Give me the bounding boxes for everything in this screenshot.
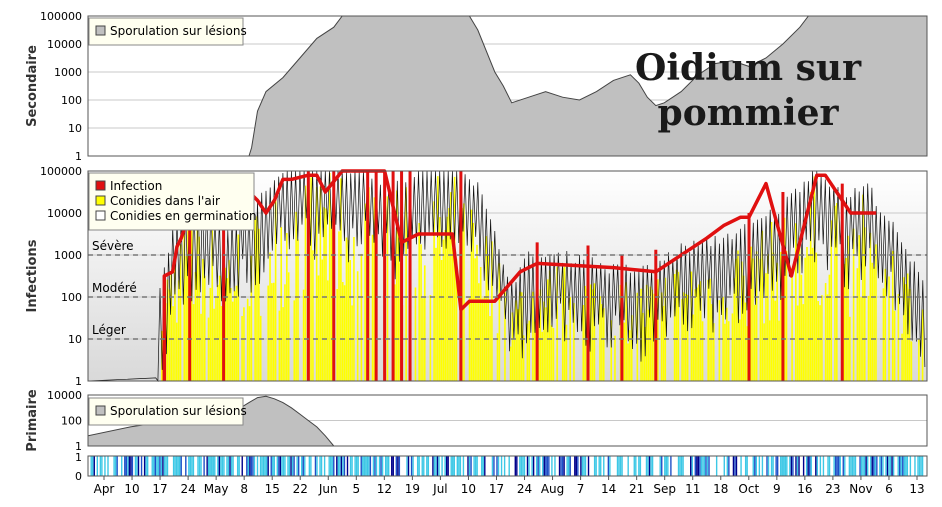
x-tick-label: Nov <box>849 482 872 496</box>
x-tick-label: 14 <box>601 482 616 496</box>
x-tick-label: 19 <box>405 482 420 496</box>
x-tick-label: 12 <box>377 482 392 496</box>
series-line-conidies-germination <box>87 170 926 383</box>
panel-border <box>87 15 928 157</box>
x-tick-label: 10 <box>461 482 476 496</box>
y-axis-title: Infections <box>25 239 40 312</box>
severity-label: Léger <box>92 323 126 337</box>
y-tick-label: 100 <box>61 415 82 428</box>
x-tick-label: Jul <box>432 482 447 496</box>
legend-swatch-sporulation <box>95 405 106 416</box>
y-tick-label: 0 <box>75 470 82 483</box>
series-area-sporulation-secondary <box>88 15 928 157</box>
y-tick-label: 10 <box>68 333 82 346</box>
x-tick-label: 7 <box>577 482 585 496</box>
x-tick-label: 8 <box>240 482 248 496</box>
y-tick-label: 1 <box>75 451 82 464</box>
x-tick-label: Oct <box>738 482 759 496</box>
x-tick-label: 17 <box>152 482 167 496</box>
y-axis-title: Secondaire <box>25 45 40 127</box>
legend-box <box>88 172 255 231</box>
y-tick-label: 100000 <box>40 165 82 178</box>
legend-swatch <box>95 180 106 191</box>
x-tick-label: 6 <box>885 482 893 496</box>
y-tick-label: 100000 <box>40 10 82 23</box>
x-tick-label: Jun <box>318 482 338 496</box>
y-tick-label: 100 <box>61 291 82 304</box>
legend-box <box>88 17 244 46</box>
x-tick-label: 13 <box>909 482 924 496</box>
panel-border <box>87 455 928 477</box>
x-tick-label: 24 <box>517 482 532 496</box>
y-tick-label: 10000 <box>47 389 82 402</box>
y-tick-label: 100 <box>61 94 82 107</box>
y-tick-label: 1000 <box>54 249 82 262</box>
x-tick-label: 10 <box>124 482 139 496</box>
x-tick-label: 18 <box>713 482 728 496</box>
x-tick-label: 9 <box>773 482 781 496</box>
legend-box <box>88 397 244 426</box>
legend-label: Conidies en germination <box>110 209 257 223</box>
x-tick-label: 11 <box>685 482 700 496</box>
x-tick-label: 21 <box>629 482 644 496</box>
x-tick-label: May <box>204 482 229 496</box>
legend-label: Sporulation sur lésions <box>110 24 247 38</box>
chart-title-line-1: Oidium sur <box>635 47 862 89</box>
panel-border <box>87 170 928 382</box>
x-tick-label: 24 <box>180 482 195 496</box>
y-tick-label: 1000 <box>54 66 82 79</box>
y-tick-label: 1 <box>75 440 82 453</box>
x-tick-label: 22 <box>293 482 308 496</box>
x-tick-label: 15 <box>265 482 280 496</box>
y-tick-label: 10000 <box>47 207 82 220</box>
legend-label: Conidies dans l'air <box>110 194 220 208</box>
y-tick-label: 1 <box>75 375 82 388</box>
x-tick-label: 23 <box>825 482 840 496</box>
severity-label: Modéré <box>92 281 137 295</box>
legend-label: Sporulation sur lésions <box>110 404 247 418</box>
y-tick-label: 10000 <box>47 38 82 51</box>
legend-swatch-sporulation <box>95 25 106 36</box>
x-tick-label: Sep <box>653 482 676 496</box>
y-tick-label: 10 <box>68 122 82 135</box>
x-tick-label: Aug <box>541 482 564 496</box>
x-tick-label: 5 <box>352 482 360 496</box>
chart-title-line-2: pommier <box>658 92 840 134</box>
y-tick-label: 1 <box>75 150 82 163</box>
legend-swatch <box>95 210 106 221</box>
panel-border <box>87 394 928 447</box>
legend-label: Infection <box>110 179 162 193</box>
x-tick-label: 16 <box>797 482 812 496</box>
x-tick-label: Apr <box>94 482 115 496</box>
x-tick-label: 17 <box>489 482 504 496</box>
severity-label: Sévère <box>92 239 134 253</box>
y-axis-title: Primaire <box>25 389 40 452</box>
legend-swatch <box>95 195 106 206</box>
